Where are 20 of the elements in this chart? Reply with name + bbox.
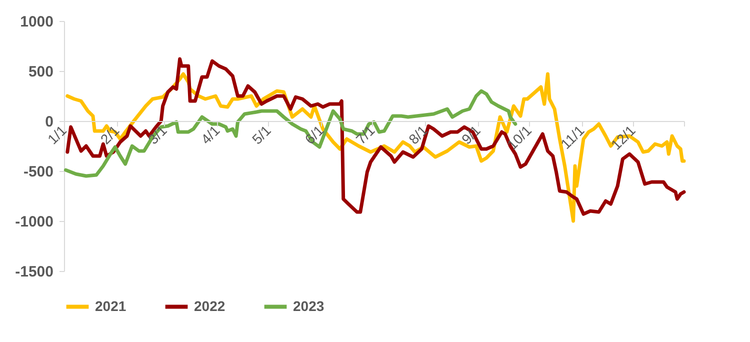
x-tick-label: 8/1 [405,122,431,148]
x-tick-label: 4/1 [198,122,223,148]
y-tick-label: -500 [23,164,54,180]
y-tick-label: 500 [28,64,54,80]
x-tick-label: 11/1 [557,122,588,152]
x-tick-label: 6/1 [302,122,327,148]
x-tick-label: 12/1 [608,122,638,153]
y-tick-label: -1500 [15,264,54,280]
x-tick-label: 3/1 [144,122,170,148]
y-tick-label: -1000 [15,214,54,230]
x-tick-label: 9/1 [458,122,484,148]
y-tick-label: 0 [45,114,54,130]
x-tick-label: 5/1 [248,122,274,148]
legend-label: 2023 [293,298,324,314]
x-tick-label: 10/1 [504,122,535,153]
legend-label: 2021 [95,298,126,314]
y-tick-label: 1000 [20,14,54,30]
legend-label: 2022 [194,298,226,314]
x-tick-label: 2/1 [97,122,122,148]
x-tick-label: 7/1 [352,122,378,148]
